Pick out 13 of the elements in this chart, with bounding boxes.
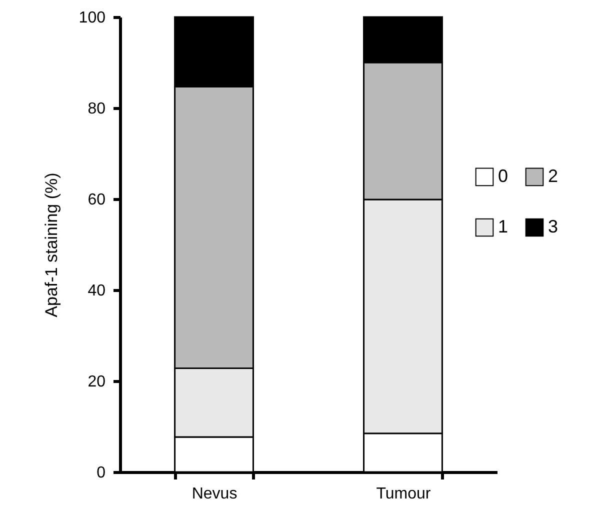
x-tick-label: Nevus	[192, 486, 238, 502]
y-tick-label: 0	[96, 464, 106, 482]
y-tick-label: 80	[88, 100, 106, 118]
y-tick-label: 40	[88, 282, 106, 300]
legend-label: 0	[498, 166, 508, 186]
legend-label: 2	[548, 166, 558, 186]
y-tick-label: 100	[78, 10, 106, 26]
legend-label: 3	[548, 216, 558, 236]
y-tick-label: 60	[88, 192, 106, 208]
x-tick-label: Tumour	[376, 486, 432, 502]
y-axis-title: Apaf-1 staining (%)	[42, 172, 61, 318]
legend-label: 1	[498, 216, 508, 236]
y-tick-label: 20	[88, 374, 106, 390]
